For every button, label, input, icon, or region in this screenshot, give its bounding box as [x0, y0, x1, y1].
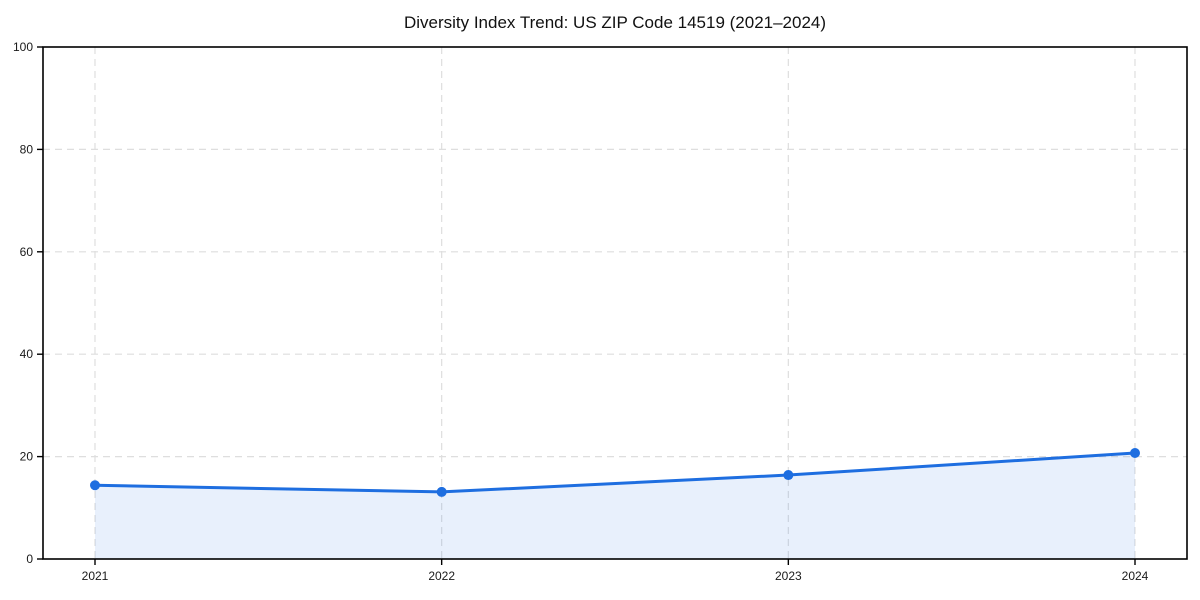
x-axis-tick-label: 2023 — [775, 569, 802, 583]
chart-title: Diversity Index Trend: US ZIP Code 14519… — [403, 13, 827, 32]
y-axis-tick-label: 80 — [20, 142, 34, 156]
y-axis-tick-label: 100 — [13, 40, 33, 54]
plot-frame — [42, 46, 1188, 560]
x-axis-tick-label: 2022 — [428, 569, 455, 583]
area-fill — [95, 453, 1135, 559]
y-axis-tick-label: 60 — [20, 245, 34, 259]
data-point-2024 — [1130, 448, 1140, 459]
trend-line — [93, 451, 1137, 494]
y-axis-tick-label: 0 — [26, 552, 33, 566]
data-point-2023 — [783, 470, 794, 481]
data-point-2021 — [90, 480, 100, 491]
x-axis-tick-label: 2024 — [1122, 569, 1149, 583]
x-axis-tick-label: 2021 — [82, 569, 109, 583]
y-axis-tick-label: 40 — [20, 347, 34, 361]
data-point-2022 — [436, 486, 447, 497]
y-axis-tick-label: 20 — [20, 450, 34, 464]
